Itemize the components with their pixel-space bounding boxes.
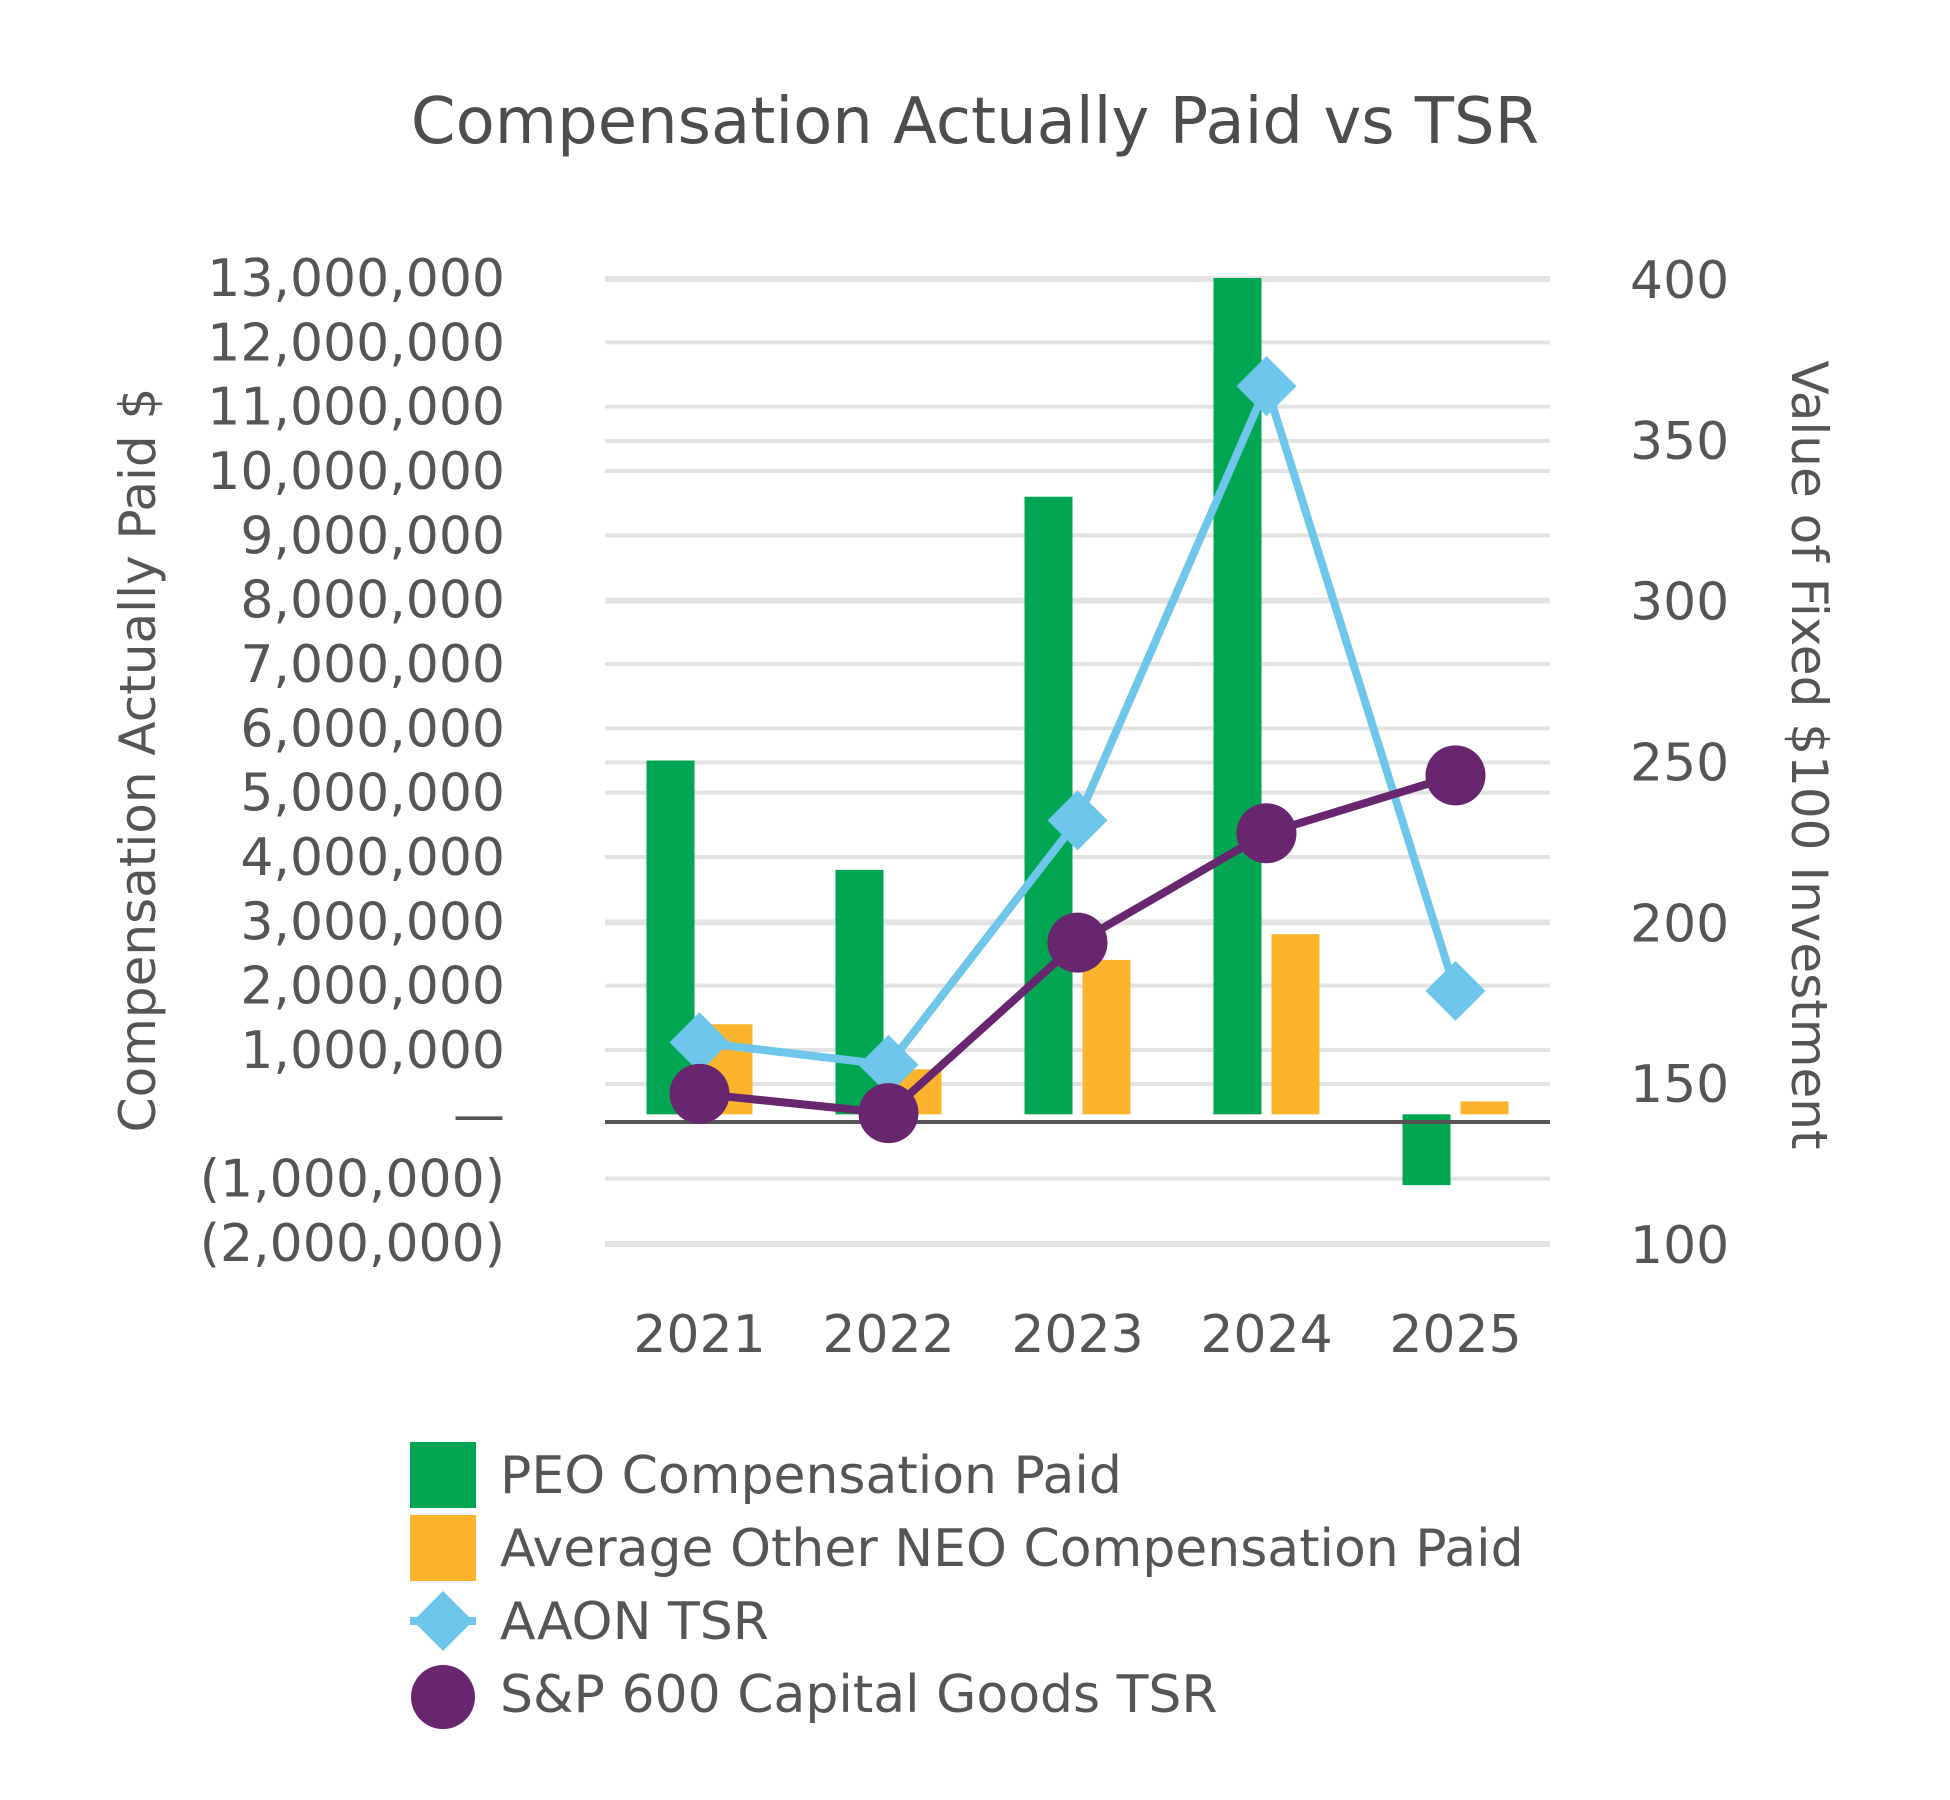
- x-tick-2023: 2023: [1011, 1305, 1143, 1365]
- point-sp600-tsr-2024: [1236, 803, 1297, 864]
- point-aaon-tsr-2023: [1047, 790, 1108, 851]
- left-axis-label: Compensation Actually Paid $: [109, 388, 167, 1133]
- y-right-tick: 300: [1630, 573, 1729, 633]
- y-left-tick: 2,000,000: [240, 957, 505, 1017]
- y-left-tick: (2,000,000): [200, 1214, 505, 1274]
- legend-swatch-neo: [410, 1515, 476, 1581]
- y-left-tick: 1,000,000: [240, 1021, 505, 1081]
- point-aaon-tsr-2025: [1425, 960, 1486, 1021]
- y-left-tick: 11,000,000: [207, 378, 505, 438]
- chart-title: Compensation Actually Paid vs TSR: [411, 85, 1539, 159]
- point-sp600-tsr-2022: [858, 1083, 919, 1144]
- y-left-tick: 6,000,000: [240, 699, 505, 759]
- y-left-tick: 5,000,000: [240, 764, 505, 824]
- y-right-tick: 150: [1630, 1055, 1729, 1115]
- line-layer: [669, 356, 1486, 1144]
- point-aaon-tsr-2021: [669, 1012, 730, 1073]
- x-tick-2024: 2024: [1200, 1305, 1332, 1365]
- y-left-tick: 8,000,000: [240, 571, 505, 631]
- y-left-tick: —: [453, 1085, 505, 1145]
- legend-label-aaon: AAON TSR: [500, 1592, 769, 1652]
- y-right-tick: 400: [1630, 251, 1729, 311]
- y-right-tick: 350: [1630, 412, 1729, 472]
- grid-layer: [605, 276, 1550, 1247]
- y-left-tick: 12,000,000: [207, 313, 505, 373]
- bar-peo-2025: [1402, 1114, 1451, 1186]
- y-left-tick: 4,000,000: [240, 828, 505, 888]
- right-axis-label: Value of Fixed $100 Investment: [1780, 360, 1838, 1149]
- legend-label-peo: PEO Compensation Paid: [500, 1446, 1122, 1506]
- y-right-tick: 250: [1630, 734, 1729, 794]
- bar-neo-2024: [1271, 934, 1320, 1115]
- legend: PEO Compensation Paid Average Other NEO C…: [410, 1442, 1524, 1729]
- x-tick-2021: 2021: [633, 1305, 765, 1365]
- point-sp600-tsr-2025: [1425, 745, 1486, 806]
- point-sp600-tsr-2023: [1047, 912, 1108, 973]
- y-right-tick: 200: [1630, 894, 1729, 954]
- y-left-tick: 3,000,000: [240, 892, 505, 952]
- y-left-tick: 7,000,000: [240, 635, 505, 695]
- point-aaon-tsr-2022: [858, 1034, 919, 1095]
- bar-neo-2025: [1460, 1101, 1509, 1115]
- tick-layer: 13,000,00012,000,00011,000,00010,000,000…: [200, 249, 1730, 1365]
- legend-swatch-sp600: [411, 1665, 475, 1729]
- legend-swatch-peo: [410, 1442, 476, 1508]
- y-right-tick: 100: [1630, 1216, 1729, 1276]
- legend-label-sp600: S&P 600 Capital Goods TSR: [500, 1665, 1218, 1725]
- y-left-tick: 9,000,000: [240, 506, 505, 566]
- y-left-tick: 13,000,000: [207, 249, 505, 309]
- point-aaon-tsr-2024: [1236, 356, 1297, 417]
- legend-label-neo: Average Other NEO Compensation Paid: [500, 1519, 1524, 1579]
- y-left-tick: 10,000,000: [207, 442, 505, 502]
- point-sp600-tsr-2021: [669, 1063, 730, 1124]
- y-left-tick: (1,000,000): [200, 1150, 505, 1210]
- x-tick-2025: 2025: [1389, 1305, 1521, 1365]
- legend-swatch-aaon: [413, 1591, 473, 1651]
- bar-peo-2021: [646, 760, 695, 1115]
- x-tick-2022: 2022: [822, 1305, 954, 1365]
- bar-neo-2023: [1082, 959, 1131, 1115]
